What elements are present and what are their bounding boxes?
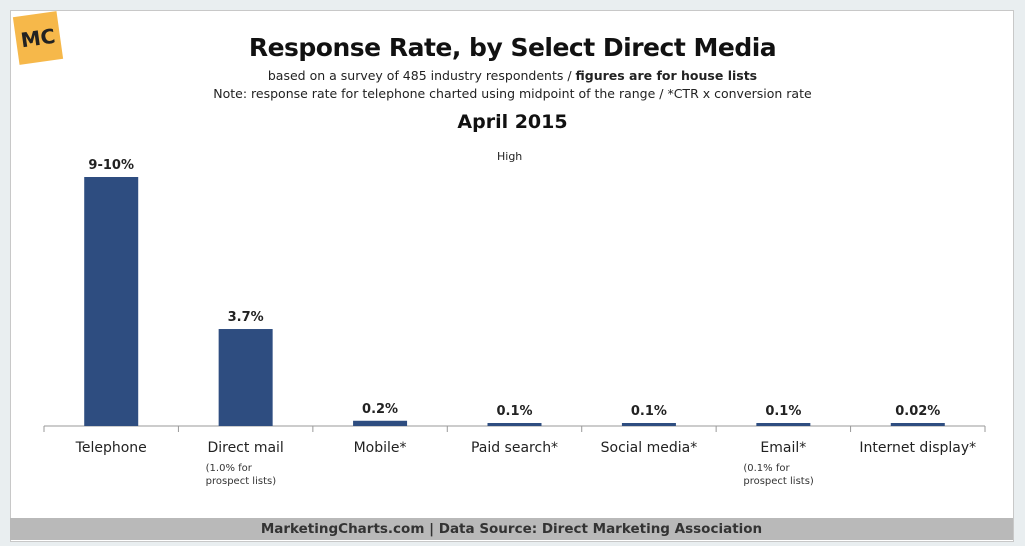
category-note: prospect lists) xyxy=(206,476,277,487)
data-label: 0.02% xyxy=(895,404,940,419)
bar-email xyxy=(756,423,811,426)
bar-paid-search xyxy=(487,423,542,426)
bar-direct-mail xyxy=(218,329,273,426)
chart-subtitle: based on a survey of 485 industry respon… xyxy=(0,68,1025,83)
chart-date: April 2015 xyxy=(457,111,568,133)
category-label: Social media* xyxy=(601,440,698,456)
subtitle-plain: based on a survey of 485 industry respon… xyxy=(267,68,576,83)
category-label: Mobile* xyxy=(354,440,407,456)
category-label: Internet display* xyxy=(859,440,976,456)
chart-note: Note: response rate for telephone charte… xyxy=(213,86,812,101)
category-label: Paid search* xyxy=(471,440,558,456)
data-label: 0.1% xyxy=(765,404,801,419)
category-label: Telephone xyxy=(75,440,147,456)
category-note: (0.1% for xyxy=(743,463,790,474)
data-label: 9-10% xyxy=(88,158,134,173)
data-label: 0.1% xyxy=(496,404,532,419)
data-label: 0.2% xyxy=(362,402,398,417)
chart-title: Response Rate, by Select Direct Media xyxy=(248,33,777,62)
subtitle-bold: figures are for house lists xyxy=(575,68,758,83)
bar-telephone xyxy=(84,177,139,426)
category-label: Email* xyxy=(760,440,806,456)
category-note: (1.0% for xyxy=(206,463,253,474)
category-label: Direct mail xyxy=(207,440,283,456)
bar-mobile xyxy=(353,420,408,426)
data-label: 0.1% xyxy=(631,404,667,419)
bar-internet-display xyxy=(890,423,945,426)
category-note: prospect lists) xyxy=(743,476,814,487)
legend-high: High xyxy=(497,150,523,163)
data-label: 3.7% xyxy=(228,310,264,325)
source-footer: MarketingCharts.com | Data Source: Direc… xyxy=(10,518,1013,540)
bar-social-media xyxy=(621,423,676,426)
chart-card xyxy=(10,10,1014,542)
